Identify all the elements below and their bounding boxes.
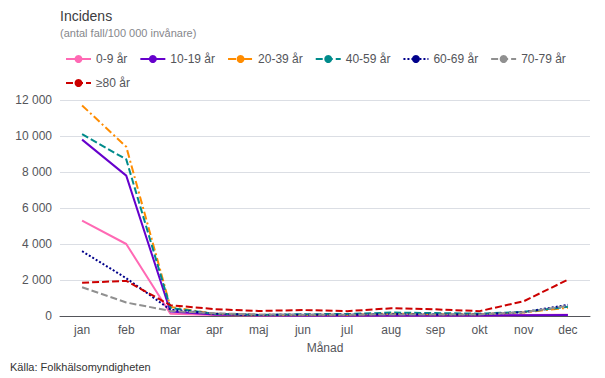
svg-text:nov: nov <box>514 323 533 337</box>
svg-text:10 000: 10 000 <box>15 129 52 143</box>
svg-text:40-59 år: 40-59 år <box>346 52 391 66</box>
svg-text:(antal fall/100 000 invånare): (antal fall/100 000 invånare) <box>60 27 196 39</box>
svg-text:60-69 år: 60-69 år <box>433 52 478 66</box>
svg-text:feb: feb <box>118 323 135 337</box>
svg-text:aug: aug <box>381 323 401 337</box>
svg-text:0-9 år: 0-9 år <box>96 52 127 66</box>
svg-text:70-79 år: 70-79 år <box>521 52 566 66</box>
svg-text:20-39 år: 20-39 år <box>258 52 303 66</box>
svg-text:jul: jul <box>340 323 353 337</box>
svg-text:Månad: Månad <box>307 341 344 355</box>
svg-text:Källa: Folkhälsomyndigheten: Källa: Folkhälsomyndigheten <box>10 361 151 373</box>
svg-text:Incidens: Incidens <box>60 8 112 24</box>
svg-text:mar: mar <box>160 323 181 337</box>
svg-text:2 000: 2 000 <box>22 273 52 287</box>
svg-text:jan: jan <box>73 323 90 337</box>
svg-text:apr: apr <box>206 323 223 337</box>
svg-text:10-19 år: 10-19 år <box>170 52 215 66</box>
svg-text:okt: okt <box>472 323 489 337</box>
svg-text:8 000: 8 000 <box>22 165 52 179</box>
svg-text:6 000: 6 000 <box>22 201 52 215</box>
svg-text:0: 0 <box>45 309 52 323</box>
svg-text:≥80 år: ≥80 år <box>96 76 130 90</box>
svg-text:4 000: 4 000 <box>22 237 52 251</box>
svg-text:sep: sep <box>426 323 446 337</box>
svg-text:12 000: 12 000 <box>15 93 52 107</box>
svg-text:dec: dec <box>558 323 577 337</box>
svg-text:jun: jun <box>294 323 311 337</box>
svg-text:maj: maj <box>249 323 268 337</box>
